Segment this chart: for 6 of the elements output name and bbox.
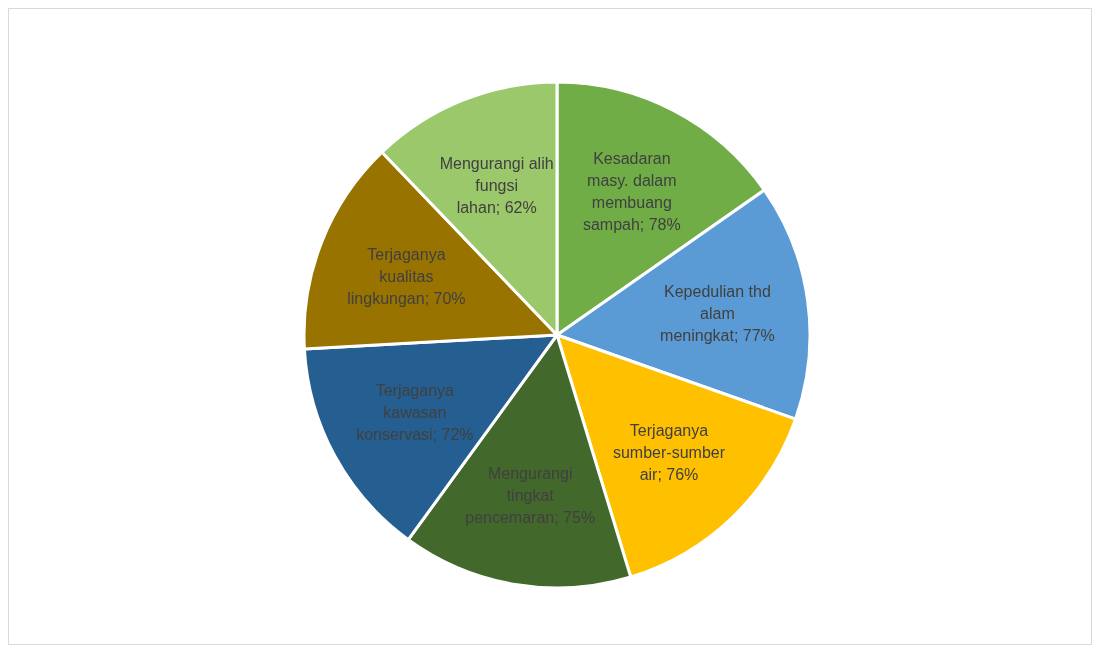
- slice-label: Kesadaran masy. dalam membuang sampah; 78%: [582, 150, 681, 234]
- slice-label: Terjaganya kualitas lingkungan; 70%: [347, 245, 466, 307]
- slice-label: Terjaganya kawasan konservasi; 72%: [356, 382, 474, 444]
- slice-label: Mengurangi alih fungsi lahan; 62%: [439, 154, 554, 216]
- slice-label: Terjaganya sumber-sumber air; 76%: [612, 421, 726, 483]
- slice-label: Kepedulian thd alam meningkat; 77%: [660, 283, 775, 345]
